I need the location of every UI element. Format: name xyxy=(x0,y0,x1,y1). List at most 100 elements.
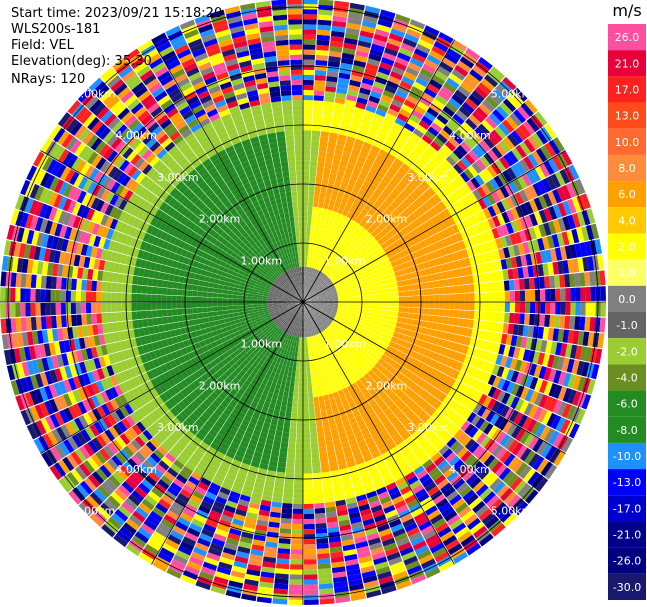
ray-gate xyxy=(419,302,425,308)
ray-gate xyxy=(472,235,481,246)
ray-gate xyxy=(365,105,377,114)
ray-gate xyxy=(471,162,483,174)
ray-gate xyxy=(310,437,318,444)
ray-gate xyxy=(363,192,372,201)
ray-gate xyxy=(377,66,391,76)
ray-gate xyxy=(442,316,449,325)
ray-gate xyxy=(303,44,316,50)
ray-gate xyxy=(295,443,303,449)
ray-gate xyxy=(357,129,368,137)
ray-gate xyxy=(303,226,307,232)
ray-gate xyxy=(325,278,331,283)
ray-gate xyxy=(311,452,320,459)
ray-gate xyxy=(403,159,414,169)
ray-gate xyxy=(451,69,466,81)
ray-gate xyxy=(323,234,329,241)
ray-gate xyxy=(452,317,459,326)
ray-gate xyxy=(331,221,338,229)
ray-gate xyxy=(317,24,332,31)
ray-gate xyxy=(458,186,468,197)
ray-gate xyxy=(439,302,445,309)
ray-gate xyxy=(303,433,311,439)
ray-gate xyxy=(358,263,365,269)
ray-gate xyxy=(312,120,322,127)
ray-gate xyxy=(404,254,412,262)
ray-gate xyxy=(438,148,449,159)
ray-gate xyxy=(293,498,303,504)
ray-gate xyxy=(319,288,325,292)
ray-gate xyxy=(327,60,341,68)
ray-gate xyxy=(402,285,409,292)
ray-gate xyxy=(326,147,335,154)
ray-gate xyxy=(321,182,328,189)
ray-gate xyxy=(318,9,333,16)
ray-gate xyxy=(303,115,313,121)
ray-gate xyxy=(444,140,456,152)
ray-gate xyxy=(291,523,303,530)
ray-gate xyxy=(304,337,308,343)
ray-gate xyxy=(352,111,364,120)
ray-gate xyxy=(437,90,451,102)
ray-gate xyxy=(431,45,447,57)
ray-gate xyxy=(402,262,409,269)
ray-gate xyxy=(431,74,446,86)
ray-gate xyxy=(540,289,546,302)
ray-gate xyxy=(321,239,327,246)
ray-gate xyxy=(329,237,335,244)
ray-gate xyxy=(439,129,452,141)
ray-gate xyxy=(416,233,425,242)
ray-gate xyxy=(547,158,559,173)
ray-gate xyxy=(333,102,345,110)
ray-gate xyxy=(303,94,314,101)
ray-gate xyxy=(303,569,318,575)
ray-gate xyxy=(398,47,414,58)
ray-gate xyxy=(326,209,333,216)
ray-gate xyxy=(444,52,459,65)
ray-gate xyxy=(429,302,435,309)
ray-gate xyxy=(363,109,375,118)
ray-gate xyxy=(448,73,463,85)
ray-gate xyxy=(332,20,347,28)
ray-gate xyxy=(459,293,465,302)
ray-gate xyxy=(310,427,317,434)
ray-gate xyxy=(317,156,326,163)
ray-gate xyxy=(360,227,367,235)
ray-gate xyxy=(377,238,385,246)
ray-gate xyxy=(429,102,442,114)
ray-gate xyxy=(318,0,334,6)
ray-gate xyxy=(391,162,401,171)
ray-gate xyxy=(369,274,375,280)
ray-gate xyxy=(376,131,388,140)
ray-gate xyxy=(471,90,485,103)
ray-gate xyxy=(531,150,544,165)
ray-gate xyxy=(543,160,555,175)
ray-gate xyxy=(278,538,291,545)
ray-gate xyxy=(358,302,364,305)
ray-gate xyxy=(449,152,461,163)
ray-gate xyxy=(389,179,398,188)
ray-gate xyxy=(325,263,330,270)
ray-gate xyxy=(356,272,363,278)
ray-gate xyxy=(545,302,551,315)
ray-gate xyxy=(388,306,394,312)
ray-gate xyxy=(529,277,535,290)
ray-gate xyxy=(428,288,435,295)
ray-gate xyxy=(349,2,365,11)
ray-gate xyxy=(498,280,505,291)
ray-gate xyxy=(364,254,371,261)
ray-gate xyxy=(315,290,320,294)
ray-gate xyxy=(296,357,301,363)
ray-gate xyxy=(448,136,460,148)
ray-gate xyxy=(295,458,303,464)
ray-gate xyxy=(343,172,352,180)
ray-gate xyxy=(412,236,420,245)
ray-gate xyxy=(280,441,289,448)
ray-gate xyxy=(490,66,505,80)
ray-gate xyxy=(308,402,315,408)
ray-gate xyxy=(445,155,457,167)
ray-gate xyxy=(398,302,404,307)
ray-gate xyxy=(569,273,576,288)
ray-gate xyxy=(283,390,289,397)
ray-gate xyxy=(386,283,393,289)
ray-gate xyxy=(480,183,491,196)
